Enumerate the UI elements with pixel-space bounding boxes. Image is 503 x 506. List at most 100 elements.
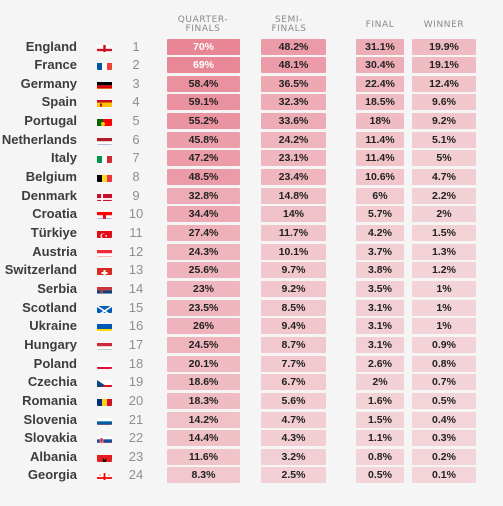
probability-cell: 1.6% — [356, 392, 404, 409]
rank-number: 16 — [128, 318, 144, 334]
probability-cell: 12.4% — [412, 75, 476, 92]
probability-cell: 20.1% — [167, 355, 240, 372]
probability-cell: 14.8% — [261, 187, 326, 204]
probability-cell: 2.6% — [356, 355, 404, 372]
rank-number: 17 — [128, 336, 144, 352]
rank-number: 15 — [128, 299, 144, 315]
rank-number: 13 — [128, 262, 144, 278]
probability-cell: 69% — [167, 57, 240, 74]
probability-cell: 2.5% — [261, 467, 326, 484]
table-row: Slovakia 22 14.4% 4.3% 1.1% 0.3% — [0, 429, 503, 448]
team-name: Italy — [50, 150, 77, 166]
column-header: WINNER — [423, 19, 465, 30]
probability-cell: 8.7% — [261, 336, 326, 353]
probability-cell: 4.2% — [356, 225, 404, 241]
probability-cell: 0.4% — [412, 411, 476, 428]
probability-cell: 3.2% — [261, 448, 326, 465]
serbia-flag-icon — [97, 284, 112, 294]
probability-cell: 30.4% — [356, 57, 404, 74]
probability-cell: 1% — [412, 280, 476, 297]
probability-cell: 32.8% — [167, 187, 240, 204]
table-row: Portugal 5 55.2% 33.6% 18% 9.2% — [0, 112, 503, 131]
rank-number: 7 — [132, 150, 140, 166]
probability-cell: 3.5% — [356, 280, 404, 297]
probability-cell: 19.1% — [412, 57, 476, 74]
probability-cell: 1.2% — [412, 262, 476, 279]
team-name: Serbia — [37, 280, 77, 296]
croatia-flag-icon — [97, 209, 112, 220]
probability-cell: 24.5% — [167, 336, 240, 353]
probability-cell: 0.1% — [412, 467, 476, 484]
rank-number: 3 — [132, 75, 140, 91]
rank-number: 20 — [128, 392, 144, 408]
france-flag-icon — [97, 60, 112, 71]
probability-cell: 31.1% — [356, 38, 404, 55]
rank-number: 8 — [132, 169, 140, 185]
probability-cell: 47.2% — [167, 150, 240, 167]
probability-cell: 2% — [412, 206, 476, 223]
portugal-flag-icon — [97, 116, 112, 127]
austria-flag-icon — [97, 247, 112, 257]
probability-cell: 70% — [167, 38, 240, 55]
table-row: Netherlands 6 45.8% 24.2% 11.4% 5.1% — [0, 131, 503, 150]
rank-number: 22 — [128, 430, 144, 446]
probability-cell: 0.8% — [412, 355, 476, 372]
column-header: SEMI- FINALS — [271, 15, 307, 34]
probability-cell: 0.2% — [412, 448, 476, 465]
probability-cell: 34.4% — [167, 206, 240, 223]
probability-cell: 9.7% — [261, 262, 326, 279]
denmark-flag-icon — [97, 191, 112, 201]
team-name: Poland — [33, 355, 77, 371]
table-row: Georgia 24 8.3% 2.5% 0.5% 0.1% — [0, 466, 503, 485]
probability-cell: 23.4% — [261, 169, 326, 186]
georgia-flag-icon — [97, 470, 112, 481]
probability-cell: 10.1% — [261, 243, 326, 260]
probability-cell: 11.7% — [261, 225, 326, 241]
team-name: Ukraine — [29, 318, 77, 334]
probability-cell: 0.5% — [412, 392, 476, 409]
team-name: England — [25, 38, 77, 54]
rank-number: 6 — [132, 131, 140, 147]
team-name: Georgia — [27, 467, 77, 483]
probability-cell: 11.4% — [356, 150, 404, 167]
probability-cell: 5.7% — [356, 206, 404, 223]
table-row: Croatia 10 34.4% 14% 5.7% 2% — [0, 205, 503, 224]
rank-number: 1 — [132, 38, 140, 54]
probability-cell: 0.7% — [412, 374, 476, 391]
team-name: Slovakia — [24, 430, 77, 446]
probability-cell: 14.4% — [167, 430, 240, 447]
table-row: Hungary 17 24.5% 8.7% 3.1% 0.9% — [0, 336, 503, 355]
probability-cell: 48.1% — [261, 57, 326, 74]
rank-number: 19 — [128, 374, 144, 390]
probability-cell: 2% — [356, 374, 404, 391]
rank-number: 4 — [132, 94, 140, 110]
rank-number: 5 — [132, 113, 140, 129]
slovakia-flag-icon — [97, 433, 112, 444]
hungary-flag-icon — [97, 340, 112, 350]
probability-cell: 48.2% — [261, 38, 326, 55]
rank-number: 21 — [128, 411, 144, 427]
probability-cell: 3.1% — [356, 336, 404, 353]
team-name: Hungary — [24, 336, 77, 352]
probability-cell: 27.4% — [167, 225, 240, 241]
turkiye-flag-icon — [97, 228, 112, 238]
table-row: Ukraine 16 26% 9.4% 3.1% 1% — [0, 317, 503, 336]
probability-cell: 45.8% — [167, 131, 240, 148]
probability-cell: 1.5% — [356, 411, 404, 428]
table-row: Denmark 9 32.8% 14.8% 6% 2.2% — [0, 187, 503, 206]
probability-cell: 9.4% — [261, 318, 326, 335]
table-row: Italy 7 47.2% 23.1% 11.4% 5% — [0, 149, 503, 168]
probability-cell: 9.6% — [412, 94, 476, 111]
probability-cell: 14.2% — [167, 411, 240, 428]
rank-number: 10 — [128, 206, 144, 222]
probability-cell: 3.8% — [356, 262, 404, 279]
team-name: Romania — [22, 392, 77, 408]
probability-cell: 1% — [412, 318, 476, 335]
team-name: Spain — [41, 94, 77, 110]
probability-cell: 14% — [261, 206, 326, 223]
table-row: Spain 4 59.1% 32.3% 18.5% 9.6% — [0, 93, 503, 112]
probability-cell: 6% — [356, 187, 404, 204]
probability-cell: 48.5% — [167, 169, 240, 186]
probability-cell: 18.3% — [167, 392, 240, 409]
scotland-flag-icon — [97, 303, 112, 313]
